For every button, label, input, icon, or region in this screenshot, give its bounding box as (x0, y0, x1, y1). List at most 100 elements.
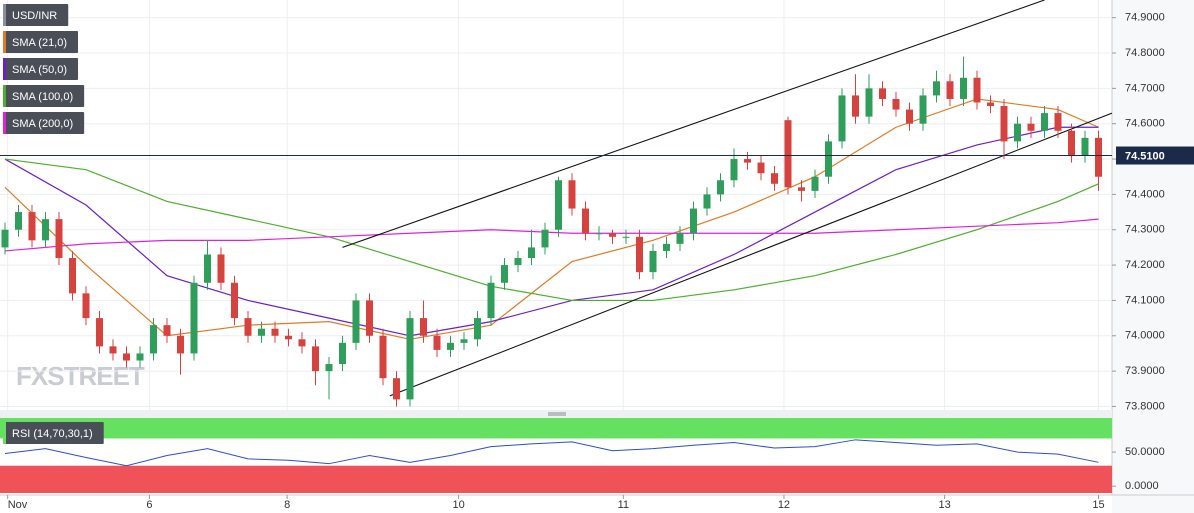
candle-body (743, 159, 751, 163)
candle-body (581, 208, 589, 234)
candle-body (352, 300, 360, 343)
last-price-box (1116, 146, 1194, 165)
candle-body (635, 236, 643, 273)
candle-body (1054, 113, 1062, 131)
candle-body (892, 98, 900, 110)
candle-body (203, 254, 211, 283)
candle-body (446, 342, 454, 350)
legend-swatch (3, 58, 6, 80)
legend-label: SMA (100,0) (12, 91, 73, 103)
rsi-line (4, 439, 1099, 467)
candle-body (757, 162, 765, 174)
candle-body (95, 318, 103, 347)
price-axis-panel (1112, 0, 1194, 513)
legend-swatch (3, 4, 6, 26)
candle-body (770, 173, 778, 184)
candle-body (1081, 137, 1089, 156)
legend-swatch (3, 422, 6, 444)
candle-body (514, 258, 522, 266)
candle-body (325, 364, 333, 372)
legend-box (3, 58, 79, 80)
y-tick-label: 74.7000 (1125, 82, 1165, 94)
candle-body (959, 77, 967, 99)
legend-box (3, 85, 85, 107)
candle-body (946, 81, 954, 99)
candle-body (919, 95, 927, 124)
trend-line (342, 0, 1045, 248)
y-tick-label: 74.2000 (1125, 259, 1165, 271)
sma-line (4, 218, 1099, 252)
candle-body (271, 328, 279, 336)
x-tick-label: 11 (618, 499, 629, 511)
candle-body (379, 335, 387, 379)
candle-body (689, 208, 697, 234)
candle-body (257, 328, 265, 336)
candle-body (500, 265, 508, 283)
legend-box (3, 4, 69, 26)
candle-body (1040, 113, 1048, 131)
x-tick-label: 12 (778, 499, 790, 511)
y-tick-label: 74.3000 (1125, 224, 1165, 236)
candle-body (1095, 137, 1102, 177)
y-tick-label: 73.9000 (1125, 365, 1165, 377)
candle-body (703, 194, 711, 209)
candle-body (365, 300, 373, 336)
overbought-band (0, 418, 1112, 439)
legend-label: SMA (21,0) (12, 37, 67, 49)
y-tick-label: 73.8000 (1125, 400, 1165, 412)
candle-body (136, 353, 144, 361)
candle-body (662, 243, 670, 251)
candle-body (595, 233, 603, 235)
legend-label: SMA (50,0) (12, 64, 67, 76)
last-price-label: 74.5100 (1125, 150, 1165, 162)
candle-body (149, 325, 157, 354)
candle-body (244, 318, 252, 336)
candle-body (473, 318, 481, 340)
candle-body (973, 77, 981, 103)
candle-body (82, 293, 90, 319)
candle-body (554, 180, 562, 230)
candle-body (230, 282, 238, 319)
candle-body (41, 219, 49, 241)
rsi-tick-label: 0.0000 (1125, 480, 1159, 492)
candle-body (851, 95, 859, 117)
candle-body (406, 318, 414, 400)
candle-body (163, 325, 171, 336)
candle-body (460, 339, 468, 343)
candle-body (284, 335, 292, 340)
panel-divider (0, 410, 1112, 418)
candle-body (433, 335, 441, 350)
sma-line (4, 158, 1099, 302)
legend-box (3, 112, 85, 134)
candle-body (784, 120, 792, 188)
candle-body (1027, 123, 1035, 131)
candle-body (527, 247, 535, 259)
legend-box (3, 31, 79, 53)
candle-body (55, 219, 63, 259)
x-tick-label: 10 (452, 499, 464, 511)
candle-body (392, 378, 400, 400)
candle-body (905, 109, 913, 124)
candle-body (608, 233, 616, 237)
candle-body (730, 159, 738, 181)
y-tick-label: 74.9000 (1125, 12, 1165, 24)
candle-body (878, 88, 886, 99)
candle-body (487, 282, 495, 319)
candle-body (338, 342, 346, 365)
y-tick-label: 74.4000 (1125, 188, 1165, 200)
candle-body (932, 81, 940, 96)
candle-body (649, 250, 657, 273)
candle-body (676, 233, 684, 244)
x-tick-label: 13 (938, 499, 950, 511)
legend-swatch (3, 112, 6, 134)
x-tick-label: 6 (146, 499, 152, 511)
candle-body (1013, 123, 1021, 142)
candle-body (311, 346, 319, 372)
candle-body (298, 339, 306, 347)
candle-body (797, 187, 805, 191)
x-tick-label: Nov (8, 499, 28, 511)
candle-body (811, 176, 819, 191)
legend-label: RSI (14,70,30,1) (12, 428, 93, 440)
